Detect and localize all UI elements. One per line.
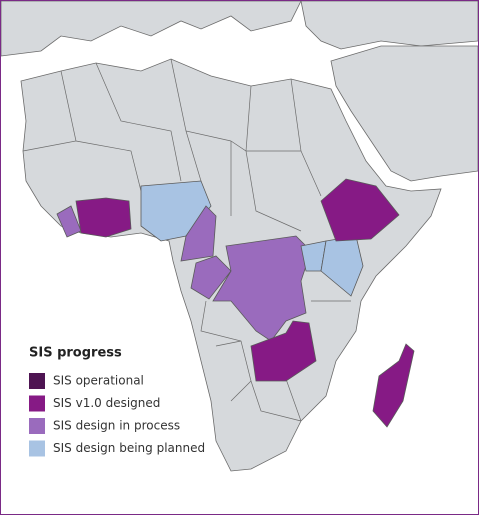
ethiopia <box>320 178 400 242</box>
country-borders <box>22 58 351 422</box>
congo <box>190 255 232 300</box>
legend-title: SIS progress <box>29 346 122 361</box>
legend-swatch <box>29 418 45 434</box>
legend-label: SIS v1.0 designed <box>53 396 160 410</box>
legend-swatch <box>29 440 45 457</box>
madagascar <box>372 343 415 428</box>
legend-label: SIS design being planned <box>53 441 205 455</box>
legend: SIS operational SIS v1.0 designed SIS desi… <box>29 373 205 457</box>
legend-label: SIS design in process <box>53 419 180 433</box>
cameroon <box>180 205 217 262</box>
legend-label: SIS operational <box>53 374 144 388</box>
europe <box>1 1 302 57</box>
ivory-coast-ghana <box>75 197 132 238</box>
legend-swatch <box>29 373 45 389</box>
legend-swatch <box>29 395 45 412</box>
zambia-malawi <box>250 320 317 382</box>
arabia <box>330 45 478 182</box>
turkey <box>300 1 478 50</box>
